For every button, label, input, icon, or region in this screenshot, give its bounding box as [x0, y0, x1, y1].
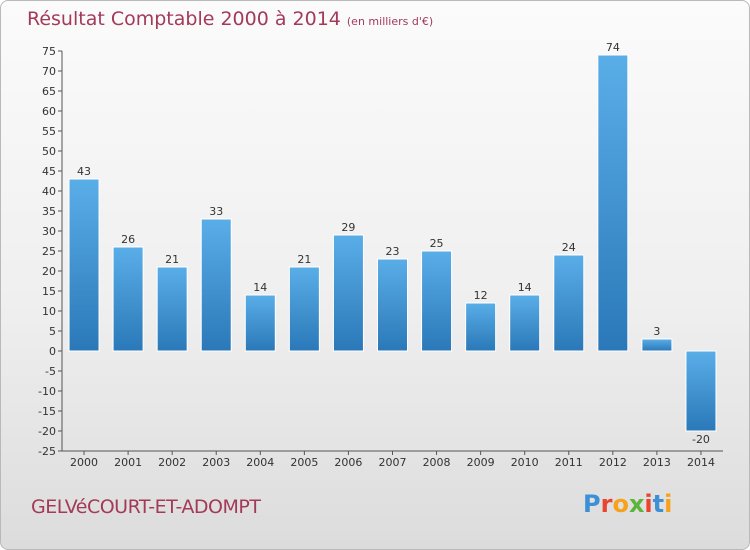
y-tick-label: 5 — [49, 325, 56, 338]
logo-letter: x — [628, 490, 645, 518]
chart-title: Résultat Comptable 2000 à 2014 (en millie… — [27, 8, 433, 30]
bar-2007 — [377, 258, 408, 352]
data-label-2003: 33 — [209, 205, 223, 218]
logo-letter: o — [612, 490, 629, 518]
y-tick-label: 15 — [42, 285, 56, 298]
y-tick-label: 30 — [42, 225, 56, 238]
data-label-2013: 3 — [653, 325, 660, 338]
y-tick-label: 55 — [42, 125, 56, 138]
x-tick-label-2014: 2014 — [687, 456, 715, 469]
bar-2000 — [68, 178, 100, 352]
bar-2013 — [641, 338, 673, 352]
data-label-2009: 12 — [474, 289, 488, 302]
x-tick-label-2010: 2010 — [511, 456, 539, 469]
bar-2012 — [597, 54, 629, 352]
x-tick-label-2003: 2003 — [202, 456, 230, 469]
data-label-2000: 43 — [77, 165, 91, 178]
data-label-2005: 21 — [297, 253, 311, 266]
x-tick-label-2008: 2008 — [423, 456, 451, 469]
data-label-2012: 74 — [606, 41, 620, 54]
data-label-2004: 14 — [253, 281, 267, 294]
y-tick-label: 0 — [49, 345, 56, 358]
x-tick-label-2002: 2002 — [158, 456, 186, 469]
bar-2001 — [112, 246, 144, 352]
data-label-2014: -20 — [692, 433, 710, 446]
y-tick-label: 10 — [42, 305, 56, 318]
data-label-2011: 24 — [562, 241, 576, 254]
y-tick-label: -20 — [38, 425, 56, 438]
x-tick-label-2001: 2001 — [114, 456, 142, 469]
y-tick-label: 45 — [42, 165, 56, 178]
logo-letter: P — [583, 490, 601, 518]
chart-title-text: Résultat Comptable 2000 à 2014 — [27, 8, 341, 30]
bar-2011 — [553, 254, 585, 352]
data-label-2002: 21 — [165, 253, 179, 266]
y-tick-label: -25 — [38, 445, 56, 458]
y-tick-label: 50 — [42, 145, 56, 158]
bar-2002 — [156, 266, 188, 352]
bar-2008 — [421, 250, 453, 352]
bar-2009 — [465, 302, 497, 352]
y-tick-label: -10 — [38, 385, 56, 398]
y-tick-label: 65 — [42, 85, 56, 98]
data-label-2006: 29 — [341, 221, 355, 234]
x-tick-label-2012: 2012 — [599, 456, 627, 469]
x-tick-label-2007: 2007 — [379, 456, 407, 469]
y-tick-label: -5 — [45, 365, 56, 378]
commune-name: GELVéCOURT-ET-ADOMPT — [31, 496, 261, 518]
y-tick-label: 75 — [42, 45, 56, 58]
y-tick-label: 35 — [42, 205, 56, 218]
bar-2003 — [200, 218, 232, 352]
x-tick-label-2004: 2004 — [246, 456, 274, 469]
bar-2005 — [288, 266, 320, 352]
data-label-2007: 23 — [386, 245, 400, 258]
data-label-2010: 14 — [518, 281, 532, 294]
y-tick-label: -15 — [38, 405, 56, 418]
logo-letter: i — [664, 490, 673, 518]
x-tick-label-2009: 2009 — [467, 456, 495, 469]
y-tick-label: 70 — [42, 65, 56, 78]
y-tick-label: 20 — [42, 265, 56, 278]
bar-2006 — [332, 234, 364, 352]
bar-2014 — [685, 350, 717, 432]
chart-subtitle: (en milliers d'€) — [346, 15, 434, 28]
x-tick-label-2006: 2006 — [334, 456, 362, 469]
logo-letter: t — [652, 490, 665, 518]
x-tick-label-2011: 2011 — [555, 456, 583, 469]
x-tick-label-2013: 2013 — [643, 456, 671, 469]
y-tick-label: 40 — [42, 185, 56, 198]
y-tick-label: 25 — [42, 245, 56, 258]
data-label-2001: 26 — [121, 233, 135, 246]
x-tick-label-2000: 2000 — [70, 456, 98, 469]
bar-2004 — [244, 294, 276, 352]
x-tick-label-2005: 2005 — [290, 456, 318, 469]
proxiti-logo: Proxiti — [583, 490, 672, 518]
logo-letter: r — [600, 490, 613, 518]
bar-2010 — [509, 294, 541, 352]
logo-letter: i — [644, 490, 653, 518]
data-label-2008: 25 — [430, 237, 444, 250]
y-tick-label: 60 — [42, 105, 56, 118]
